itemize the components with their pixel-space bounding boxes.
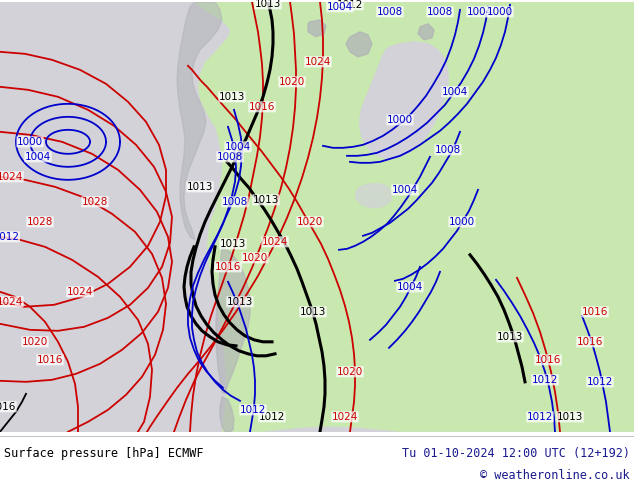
Text: 1004: 1004: [442, 87, 468, 97]
Text: 1028: 1028: [27, 217, 53, 227]
Text: 1013: 1013: [219, 92, 245, 102]
Text: 1004: 1004: [467, 7, 493, 17]
Text: 1020: 1020: [297, 217, 323, 227]
Text: Tu 01-10-2024 12:00 UTC (12+192): Tu 01-10-2024 12:00 UTC (12+192): [402, 447, 630, 460]
Text: 1004: 1004: [392, 185, 418, 195]
Text: 1012: 1012: [337, 0, 363, 10]
Polygon shape: [356, 184, 392, 208]
Text: 1016: 1016: [535, 355, 561, 365]
Polygon shape: [220, 397, 234, 432]
Text: Surface pressure [hPa] ECMWF: Surface pressure [hPa] ECMWF: [4, 447, 204, 460]
Text: 1004: 1004: [225, 142, 251, 152]
Text: 1000: 1000: [387, 115, 413, 125]
Polygon shape: [195, 2, 634, 432]
Polygon shape: [177, 2, 222, 240]
Text: 11012: 11012: [0, 232, 20, 242]
Text: 1013: 1013: [187, 182, 213, 192]
Text: 1012: 1012: [587, 377, 613, 387]
Text: 1008: 1008: [222, 197, 248, 207]
Text: 1008: 1008: [217, 152, 243, 162]
Text: 1020: 1020: [337, 367, 363, 377]
Text: 1016: 1016: [577, 337, 603, 347]
Text: 1024: 1024: [262, 237, 288, 247]
Text: 1024: 1024: [67, 287, 93, 297]
Text: 1024: 1024: [332, 412, 358, 422]
Text: 1000: 1000: [487, 7, 513, 17]
Text: 1000: 1000: [449, 217, 475, 227]
Text: 1008: 1008: [435, 145, 461, 155]
Text: 1016: 1016: [215, 262, 241, 272]
Text: 1013: 1013: [300, 307, 326, 317]
Text: 1013: 1013: [497, 332, 523, 342]
Text: 1013: 1013: [557, 412, 583, 422]
Text: 1004: 1004: [397, 282, 423, 292]
Text: 1016: 1016: [249, 102, 275, 112]
Text: 1013: 1013: [220, 239, 246, 249]
Text: 1012: 1012: [259, 412, 285, 422]
Text: 1028: 1028: [82, 197, 108, 207]
Text: © weatheronline.co.uk: © weatheronline.co.uk: [481, 469, 630, 483]
Text: 1016: 1016: [37, 355, 63, 365]
Text: 1020: 1020: [242, 253, 268, 263]
Polygon shape: [308, 20, 326, 37]
Text: 1008: 1008: [427, 7, 453, 17]
Text: 1024: 1024: [305, 57, 331, 67]
Polygon shape: [216, 247, 250, 394]
Text: 1024: 1024: [0, 172, 23, 182]
Text: 1012: 1012: [240, 405, 266, 415]
Text: 1020: 1020: [279, 77, 305, 87]
Polygon shape: [346, 32, 372, 57]
Text: 1004: 1004: [327, 2, 353, 12]
Text: 1024: 1024: [0, 297, 23, 307]
Text: 1013: 1013: [253, 195, 279, 205]
Text: 1004: 1004: [25, 152, 51, 162]
Text: 1013: 1013: [227, 297, 253, 307]
Text: 1016: 1016: [582, 307, 608, 317]
Polygon shape: [360, 42, 448, 159]
Text: 1020: 1020: [22, 337, 48, 347]
Text: 1000: 1000: [17, 137, 43, 147]
Text: 1012: 1012: [527, 412, 553, 422]
Text: 1012: 1012: [532, 375, 558, 385]
Polygon shape: [418, 24, 434, 40]
Text: 1008: 1008: [377, 7, 403, 17]
Text: 1016: 1016: [0, 402, 16, 412]
Text: 1013: 1013: [255, 0, 281, 9]
